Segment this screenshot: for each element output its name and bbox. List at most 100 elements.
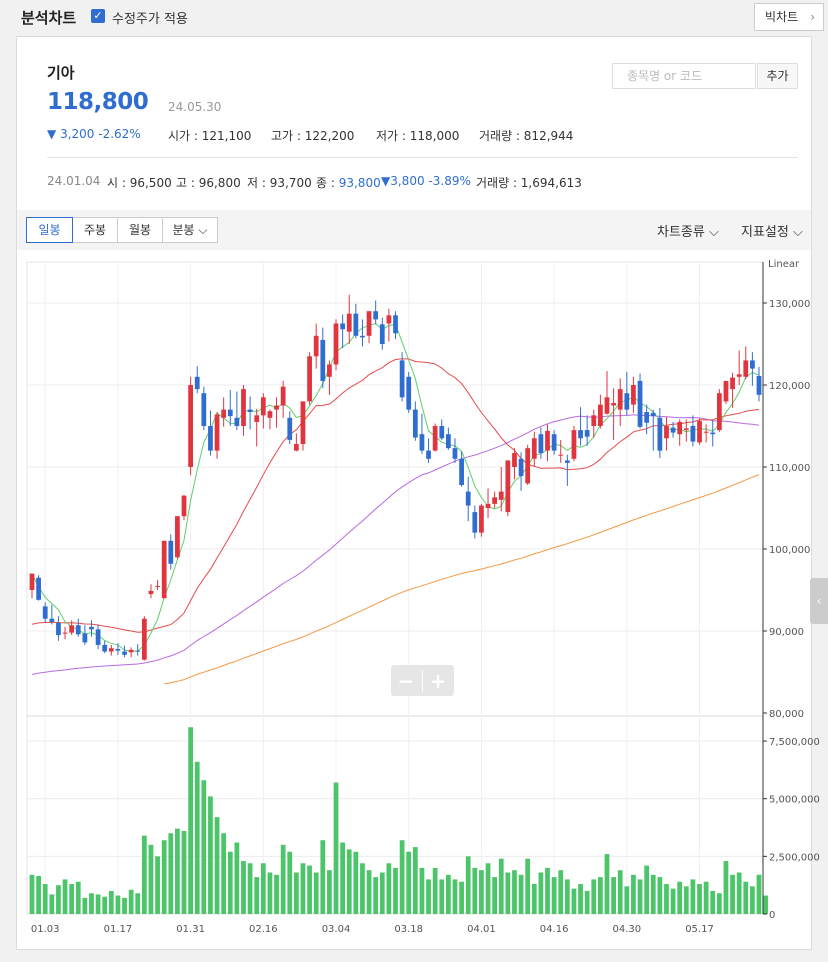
volume-bar [677, 881, 683, 914]
hover-low-value: 93,700 [269, 176, 312, 190]
candle-body [353, 313, 359, 336]
candle-body [194, 376, 200, 390]
volume-bar [227, 851, 233, 914]
candle-body [36, 577, 41, 600]
candle-body [399, 360, 405, 398]
hover-close: 종 : 93,800 [316, 176, 381, 190]
volume-bar [492, 877, 498, 914]
volume-bar [538, 872, 544, 914]
date-tick-label: 01.03 [31, 924, 60, 935]
volume-bar [175, 828, 180, 914]
volume-bar [260, 863, 266, 914]
adjusted-price-label[interactable]: 수정주가 적용 [112, 12, 188, 27]
candle-body [307, 356, 312, 402]
volume-bar [512, 870, 517, 914]
candle-body [505, 460, 511, 513]
volume-bar [472, 867, 478, 914]
hover-open-label: 시 [107, 176, 119, 190]
candle-body [439, 426, 445, 439]
candle-body [234, 417, 240, 426]
hover-volume-label: 거래량 [476, 176, 510, 190]
volume-bar [578, 884, 583, 914]
add-stock-button[interactable]: 추가 [757, 63, 798, 89]
volume-bar [505, 872, 511, 914]
candle-body [42, 606, 48, 619]
candle-body [208, 426, 213, 451]
candle-body [89, 626, 94, 630]
candle-body [631, 385, 636, 405]
hover-high-label: 고 [176, 176, 188, 190]
volume-bar [412, 847, 418, 914]
candle-body [267, 411, 273, 418]
volume-bar [366, 870, 372, 914]
volume-bar [445, 874, 451, 914]
date-tick-label: 04.01 [467, 924, 496, 935]
candle-body [525, 448, 531, 484]
adjusted-price-checkbox[interactable]: ✓ [91, 9, 105, 23]
volume-bar [320, 840, 326, 914]
volume-label: 거래량 [479, 129, 513, 143]
tab-daily[interactable]: 일봉 [26, 217, 73, 243]
volume-bar [42, 884, 48, 914]
candle-body [578, 430, 583, 439]
indicator-menu[interactable]: 지표설정 ⌵ [741, 221, 803, 240]
candle-body [141, 618, 147, 660]
volume-bar [56, 885, 61, 914]
candle-body [280, 386, 286, 406]
volume-bar [644, 865, 650, 914]
volume-bar [637, 879, 643, 914]
volume-bar [670, 888, 676, 914]
candle-body [598, 404, 603, 426]
price-tick-label: 90,000 [769, 627, 804, 638]
candle-body [95, 629, 101, 645]
volume-bar [631, 874, 636, 914]
volume-bar [690, 879, 696, 914]
volume-tick-label: 0 [769, 910, 775, 921]
candle-body [49, 618, 55, 622]
zoom-out-button[interactable]: − [398, 669, 415, 693]
open-value: 121,100 [201, 129, 252, 143]
candle-body [135, 650, 141, 652]
hover-date: 24.01.04 [47, 174, 101, 188]
volume-bar [128, 889, 134, 914]
candle-body [452, 448, 458, 459]
candle-body [221, 409, 227, 418]
volume-bar [155, 856, 160, 914]
volume-bar [611, 877, 616, 914]
tab-minute[interactable]: 분봉 ⌵ [162, 217, 218, 243]
volume-bar [525, 858, 531, 914]
chart-type-menu[interactable]: 차트종류 ⌵ [657, 221, 719, 240]
big-chart-button[interactable]: 빅차트 › [754, 3, 824, 31]
candle-body [56, 622, 61, 636]
volume-bar [465, 856, 471, 914]
zoom-in-button[interactable]: + [430, 669, 447, 693]
tab-weekly[interactable]: 주봉 [72, 217, 118, 243]
volume-bar [360, 863, 365, 914]
volume-bar [617, 870, 623, 914]
volume-tick-label: 2,500,000 [769, 852, 820, 863]
candle-body [115, 649, 121, 651]
volume-bar [214, 817, 220, 914]
candle-body [531, 438, 537, 459]
collapse-panel-handle[interactable]: ‹ [810, 578, 828, 624]
stock-search-input[interactable]: 종목명 or 코드 [612, 63, 756, 89]
hover-open: 시 : 96,500 [107, 176, 172, 190]
volume-bar [584, 890, 590, 914]
date-tick-label: 03.04 [322, 924, 351, 935]
candle-body [214, 414, 220, 451]
volume-bar [624, 886, 630, 914]
hover-close-value: 93,800 [338, 176, 381, 190]
volume-bar [756, 874, 762, 914]
volume-bar [208, 796, 213, 914]
tab-monthly[interactable]: 월봉 [117, 217, 163, 243]
candle-body [479, 505, 484, 533]
ma60-line [31, 414, 760, 675]
candle-body [512, 453, 517, 467]
tab-minute-label: 분봉 [172, 223, 195, 237]
candle-body [558, 454, 564, 456]
ma120-line [164, 474, 760, 685]
volume-bar [485, 863, 491, 914]
candle-body [300, 401, 306, 445]
candle-body [703, 431, 709, 433]
